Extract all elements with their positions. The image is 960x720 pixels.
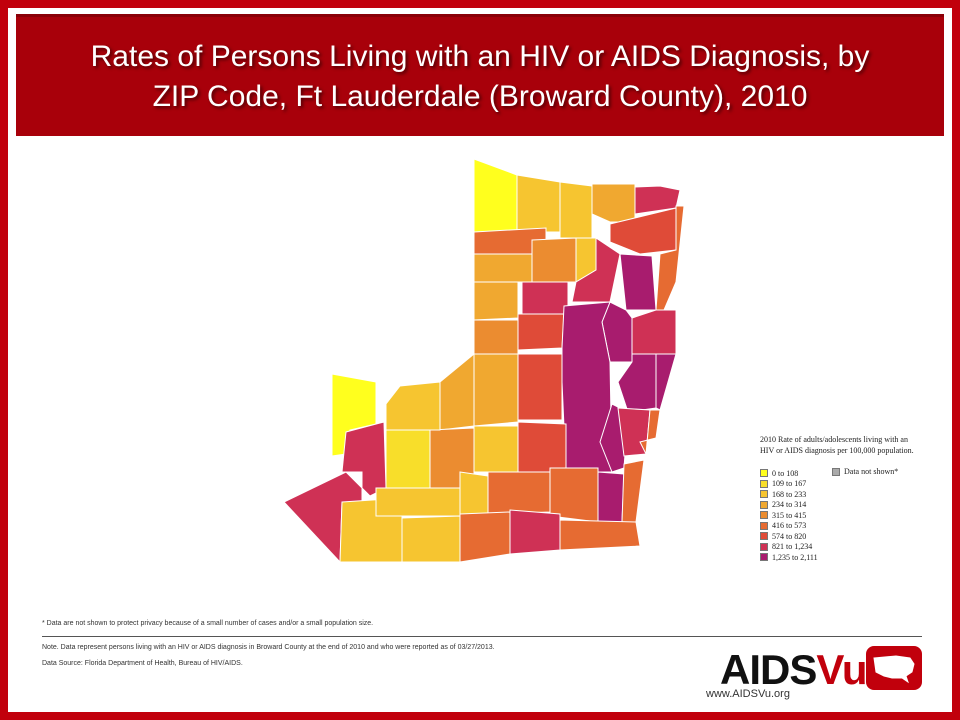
legend-swatch xyxy=(760,469,768,478)
zip-region xyxy=(473,158,518,233)
legend-swatch xyxy=(760,479,768,488)
legend-not-shown: Data not shown* xyxy=(832,467,898,476)
zip-region xyxy=(473,253,533,283)
zip-region xyxy=(516,174,561,233)
zip-region xyxy=(517,313,565,351)
legend-label: 234 to 314 xyxy=(772,500,807,510)
title-line-1: Rates of Persons Living with an HIV or A… xyxy=(90,39,870,73)
zip-region xyxy=(439,352,475,431)
legend-label: 168 to 233 xyxy=(772,489,807,499)
legend-label: 1,235 to 2,111 xyxy=(772,552,818,562)
zip-region xyxy=(619,253,657,311)
legend-label: 574 to 820 xyxy=(772,531,807,541)
legend-title-line-1: 2010 Rate of adults/adolescents living w… xyxy=(760,435,908,444)
footnote-divider xyxy=(42,636,922,637)
legend-item: 416 to 573 xyxy=(760,521,940,532)
zip-region xyxy=(385,429,431,489)
legend-swatch xyxy=(760,500,768,509)
data-source-text: Data Source: Florida Department of Healt… xyxy=(42,660,243,667)
zip-region xyxy=(473,353,519,427)
zip-region xyxy=(597,471,625,523)
legend-swatch xyxy=(760,511,768,520)
legend-title-line-2: HIV or AIDS diagnosis per 100,000 popula… xyxy=(760,446,914,455)
legend-item: 1,235 to 2,111 xyxy=(760,552,940,563)
legend-swatch xyxy=(760,542,768,551)
legend-item: 109 to 167 xyxy=(760,479,940,490)
legend-label-not-shown: Data not shown* xyxy=(844,467,899,476)
title-line-2: ZIP Code, Ft Lauderdale (Broward County)… xyxy=(152,79,808,113)
legend-swatch xyxy=(760,553,768,562)
legend-rows: 0 to 108 109 to 167 168 to 233 234 to 314 31… xyxy=(760,468,940,563)
legend-label: 0 to 108 xyxy=(772,468,799,478)
logo-part-aids: AIDS xyxy=(720,646,817,693)
zip-region xyxy=(375,487,461,517)
legend-item: 168 to 233 xyxy=(760,489,940,500)
zip-region xyxy=(521,281,569,315)
legend-item: 0 to 108 xyxy=(760,468,940,479)
title-banner: Rates of Persons Living with an HIV or A… xyxy=(16,14,944,136)
zip-region xyxy=(509,509,561,555)
zip-region xyxy=(401,515,461,563)
zip-region xyxy=(473,319,519,355)
legend-swatch xyxy=(760,532,768,541)
legend-swatch-not-shown xyxy=(832,467,840,476)
map-panel: 2010 Rate of adults/adolescents living w… xyxy=(20,142,940,710)
map-legend: 2010 Rate of adults/adolescents living w… xyxy=(760,434,940,563)
legend-label: 416 to 573 xyxy=(772,521,807,531)
aidsvu-logo: AIDSVu xyxy=(720,642,930,702)
privacy-footnote: * Data are not shown to protect privacy … xyxy=(42,620,374,627)
legend-item: 315 to 415 xyxy=(760,510,940,521)
zip-region xyxy=(621,459,645,523)
zip-region xyxy=(473,281,519,321)
zip-region xyxy=(617,353,657,413)
zip-region xyxy=(459,511,511,563)
zip-region xyxy=(473,425,519,473)
zip-region xyxy=(517,421,567,473)
logo-wordmark: AIDSVu xyxy=(720,646,867,694)
note-text: Note. Data represent persons living with… xyxy=(42,644,495,651)
zip-region xyxy=(655,353,677,411)
legend-label: 109 to 167 xyxy=(772,479,807,489)
zip-region xyxy=(609,207,677,255)
zip-region xyxy=(559,519,641,551)
zip-region xyxy=(631,309,677,355)
zip-region xyxy=(487,471,551,515)
us-map-icon xyxy=(866,646,922,690)
zip-region xyxy=(517,353,563,421)
legend-item: 821 to 1,234 xyxy=(760,542,940,553)
legend-item: 574 to 820 xyxy=(760,531,940,542)
zip-region xyxy=(559,181,593,239)
legend-label: 315 to 415 xyxy=(772,510,807,520)
legend-swatch xyxy=(760,521,768,530)
zip-region xyxy=(591,183,636,223)
legend-label: 821 to 1,234 xyxy=(772,542,813,552)
logo-url: www.AIDSVu.org xyxy=(706,688,790,700)
legend-item: 234 to 314 xyxy=(760,500,940,511)
zip-region xyxy=(459,471,489,517)
zip-region xyxy=(331,373,377,457)
logo-part-vu: Vu xyxy=(816,646,867,693)
zip-region xyxy=(531,237,577,283)
zip-region xyxy=(385,381,441,431)
zip-region xyxy=(639,409,661,456)
zip-code-map xyxy=(283,158,685,564)
legend-swatch xyxy=(760,490,768,499)
zip-region xyxy=(634,185,681,215)
